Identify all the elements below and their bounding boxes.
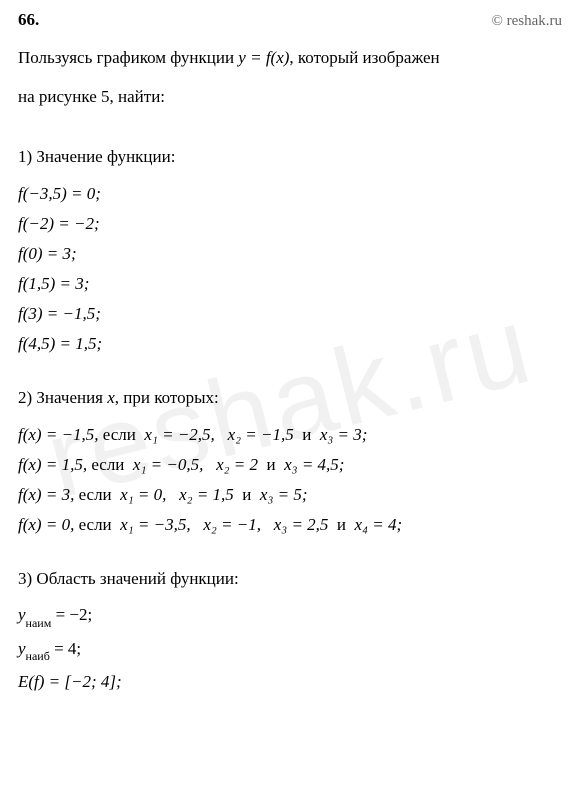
intro-prefix: Пользуясь графиком функции [18, 48, 238, 67]
s2-3-x2: x₂ = −1, [203, 515, 261, 534]
s2-2-fx: f(x) = 3, [18, 485, 74, 504]
s2-2-x1: x₁ = 0, [120, 485, 166, 504]
problem-number: 66. [18, 10, 39, 30]
s1-item-1: f(−2) = −2; [18, 214, 562, 234]
section2-title: 2) Значения x, при которых: [18, 386, 562, 411]
s1-item-2: f(0) = 3; [18, 244, 562, 264]
s3-ymax-val: = 4; [50, 639, 81, 658]
s2-item-2: f(x) = 3, если x₁ = 0, x₂ = 1,5 и x₃ = 5… [18, 485, 562, 505]
s2-2-word: если [79, 485, 112, 504]
s1-item-5: f(4,5) = 1,5; [18, 334, 562, 354]
s2-3-x4: x₄ = 4; [355, 515, 403, 534]
s2-item-0: f(x) = −1,5, если x₁ = −2,5, x₂ = −1,5 и… [18, 425, 562, 445]
s3-ymin: yнаим = −2; [18, 605, 562, 628]
section3-title: 3) Область значений функции: [18, 567, 562, 592]
s2-1-x2: x₂ = 2 [216, 455, 258, 474]
site-credit: © reshak.ru [491, 13, 562, 30]
s1-item-0: f(−3,5) = 0; [18, 184, 562, 204]
s1-item-3: f(1,5) = 3; [18, 274, 562, 294]
header-row: 66. © reshak.ru [18, 10, 562, 30]
section1-title: 1) Значение функции: [18, 145, 562, 170]
s3-ymax-sub: наиб [26, 649, 50, 663]
s2-2-x3: x₃ = 5; [260, 485, 308, 504]
intro-line-2: на рисунке 5, найти: [18, 85, 562, 110]
s2-0-x1: x₁ = −2,5, [144, 425, 214, 444]
s2-1-conj: и [267, 455, 276, 474]
s2-1-fx: f(x) = 1,5, [18, 455, 87, 474]
intro-formula: y = f(x) [238, 48, 289, 67]
s2-3-conj: и [337, 515, 346, 534]
s3-ymin-sub: наим [26, 616, 52, 630]
s2-1-x1: x₁ = −0,5, [133, 455, 203, 474]
s2-0-fx: f(x) = −1,5, [18, 425, 99, 444]
s2-3-fx: f(x) = 0, [18, 515, 74, 534]
s1-item-4: f(3) = −1,5; [18, 304, 562, 324]
s3-ymin-label: y [18, 605, 26, 624]
s2-item-1: f(x) = 1,5, если x₁ = −0,5, x₂ = 2 и x₃ … [18, 455, 562, 475]
s2-title-prefix: 2) Значения [18, 388, 107, 407]
intro-line-1: Пользуясь графиком функции y = f(x), кот… [18, 46, 562, 71]
s2-3-word: если [79, 515, 112, 534]
s2-1-x3: x₃ = 4,5; [284, 455, 344, 474]
s2-0-conj: и [302, 425, 311, 444]
s3-ymin-val: = −2; [51, 605, 92, 624]
s2-title-suffix: , при которых: [115, 388, 219, 407]
s3-ymax-label: y [18, 639, 26, 658]
s3-ymax: yнаиб = 4; [18, 639, 562, 662]
page-content: 66. © reshak.ru Пользуясь графиком функц… [0, 0, 580, 692]
s2-0-x2: x₂ = −1,5 [228, 425, 294, 444]
s3-range: E(f) = [−2; 4]; [18, 672, 562, 692]
s2-3-x1: x₁ = −3,5, [120, 515, 190, 534]
intro-suffix: , который изображен [289, 48, 439, 67]
s2-title-var: x [107, 388, 115, 407]
s2-3-x3p: x₃ = 2,5 [274, 515, 329, 534]
s2-2-x2: x₂ = 1,5 [179, 485, 234, 504]
s2-0-x3: x₃ = 3; [320, 425, 368, 444]
s2-2-conj: и [242, 485, 251, 504]
s2-0-word: если [103, 425, 136, 444]
s2-item-3: f(x) = 0, если x₁ = −3,5, x₂ = −1, x₃ = … [18, 515, 562, 535]
s2-1-word: если [91, 455, 124, 474]
